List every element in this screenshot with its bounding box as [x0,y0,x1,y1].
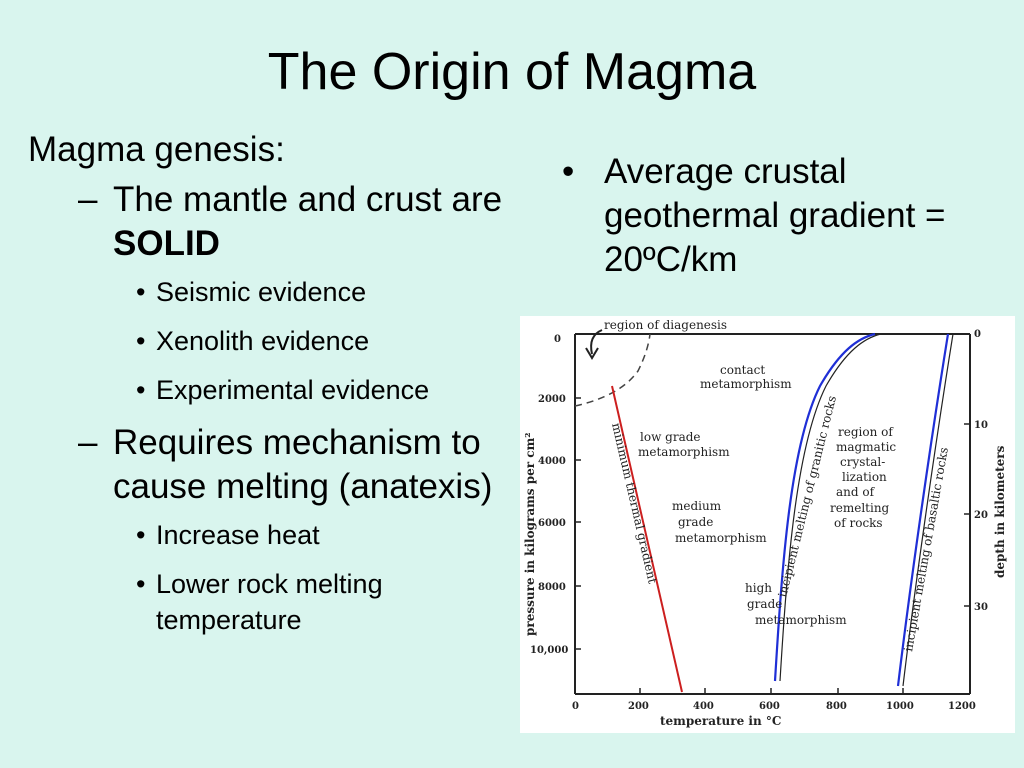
label-magmatic-1: region of [838,425,894,439]
bullet-lower-melting: • Lower rock melting temperature [28,566,518,638]
solid-emphasis: SOLID [113,224,220,263]
label-high-2: grade [747,597,782,611]
bullet-icon: • [136,375,146,405]
bullet-icon: • [136,277,146,307]
label-low-1: low grade [640,430,701,444]
y-left-tick: 10,000 [530,645,568,656]
y-right-axis-label: depth in kilometers [993,445,1007,578]
label-contact-2: metamorphism [700,377,792,391]
bullet-icon: • [136,569,146,599]
label-high-3: metamorphism [755,613,847,627]
min-gradient-line [611,385,683,693]
label-contact-1: contact [720,363,765,377]
label-medium-3: metamorphism [675,531,767,545]
label-magmatic-4: lization [842,470,887,484]
y-right-tick: 20 [974,510,988,521]
bullet-seismic: • Seismic evidence [28,274,518,310]
diagenesis-arrow [590,329,603,355]
basaltic-melting-curve [896,333,950,687]
bullet-increase-heat: • Increase heat [28,517,518,553]
pressure-temperature-diagram: 0 2000 4000 6000 8000 10,000 0 10 20 30 … [520,316,1015,733]
bullet-text: Xenolith evidence [156,326,370,356]
y-left-tick: 0 [554,334,561,345]
diagram-svg: 0 2000 4000 6000 8000 10,000 0 10 20 30 … [523,318,1007,728]
arrow-head-icon [585,347,599,360]
y-right-tick: 30 [974,602,988,613]
left-column: Magma genesis: – The mantle and crust ar… [28,128,518,651]
label-granitic: incipient melting of granitic rocks [775,394,839,598]
solid-text: The mantle and crust are [113,180,503,219]
dash-marker: – [78,423,98,462]
y-right-tick: 0 [974,329,981,340]
bullet-text: Experimental evidence [156,375,430,405]
label-magmatic-7: of rocks [834,516,883,530]
magma-genesis-heading: Magma genesis: [28,130,285,169]
x-tick: 1000 [886,701,914,712]
diagenesis-boundary [574,333,651,407]
x-tick: 0 [572,701,579,712]
y-left-tick: 4000 [538,456,566,467]
x-tick: 1200 [948,701,976,712]
granitic-melting-curve-outline [779,333,882,682]
bullet-xenolith: • Xenolith evidence [28,323,518,359]
bullet-icon: • [562,152,575,191]
label-magmatic-6: remelting [830,501,890,515]
x-tick: 200 [628,701,649,712]
x-tick: 800 [826,701,847,712]
y-left-tick: 2000 [538,394,566,405]
y-left-tick: 6000 [538,518,566,529]
mechanism-text: Requires mechanism to cause melting (ana… [113,423,493,506]
label-magmatic-2: magmatic [836,440,896,454]
bullet-icon: • [136,520,146,550]
bullet-text: Increase heat [156,520,320,550]
label-medium-2: grade [678,515,713,529]
bottom-ticks [639,688,904,694]
sub-point-solid: – The mantle and crust are SOLID [28,178,518,266]
dash-marker: – [78,180,98,219]
label-medium-1: medium [672,499,722,513]
y-left-tick: 8000 [538,582,566,593]
left-ticks [575,397,581,650]
bullet-text: Seismic evidence [156,277,367,307]
x-tick: 400 [693,701,714,712]
right-ticks [964,423,970,607]
granitic-melting-curve [773,332,876,682]
bullet-text: Lower rock melting temperature [156,569,383,635]
bullet-experimental: • Experimental evidence [28,372,518,408]
label-diagenesis: region of diagenesis [604,318,727,332]
y-right-tick: 10 [974,420,988,431]
label-magmatic-3: crystal- [840,455,885,469]
y-left-axis-label: pressure in kilograms per cm² [523,432,537,636]
bullet-geothermal-gradient: • Average crustal geothermal gradient = … [562,150,1002,282]
label-high-1: high [745,581,772,595]
label-magmatic-5: and of [836,485,876,499]
label-low-2: metamorphism [638,445,730,459]
basaltic-melting-curve-outline [902,333,954,687]
right-column: • Average crustal geothermal gradient = … [562,150,1002,282]
page-title: The Origin of Magma [267,43,757,101]
gradient-text: Average crustal geothermal gradient = 20… [604,152,946,279]
sub-point-mechanism: – Requires mechanism to cause melting (a… [28,421,518,509]
x-axis-label: temperature in °C [660,714,781,728]
bullet-icon: • [136,326,146,356]
x-tick: 600 [759,701,780,712]
